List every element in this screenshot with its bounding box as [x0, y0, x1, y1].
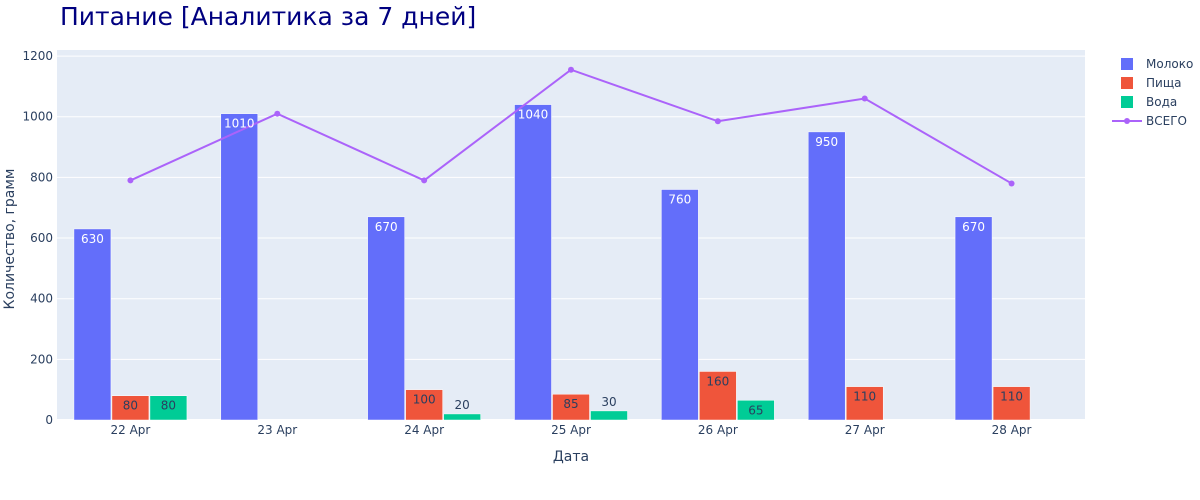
bar-label: 1040: [518, 108, 549, 122]
bar: [807, 131, 846, 421]
total-line-point: [568, 66, 574, 73]
legend-swatch: [1121, 96, 1133, 108]
bar-label: 110: [1000, 390, 1023, 404]
bar: [845, 386, 884, 421]
y-tick-label: 200: [30, 352, 53, 366]
x-tick-label: 22 Apr: [111, 423, 151, 437]
x-tick-label: 28 Apr: [992, 423, 1032, 437]
bar-label: 670: [962, 220, 985, 234]
x-tick-label: 27 Apr: [845, 423, 885, 437]
x-tick-label: 23 Apr: [257, 423, 297, 437]
chart-title: Питание [Аналитика за 7 дней]: [60, 2, 476, 31]
y-tick-label: 1200: [22, 49, 53, 63]
x-axis-title: Дата: [553, 449, 589, 465]
bar: [220, 113, 259, 421]
total-line: [127, 66, 1015, 187]
bar: [590, 410, 628, 421]
bar-label: 670: [375, 220, 398, 234]
y-axis-title: Количество, грамм: [2, 169, 18, 310]
bar-label: 950: [815, 135, 838, 149]
bars: [73, 104, 1031, 421]
bar-label: 100: [413, 393, 436, 407]
plot-area: [57, 50, 1085, 420]
legend: Молоко Пища Вода ВСЕГО: [1112, 57, 1193, 128]
total-line-point: [421, 177, 428, 184]
bar: [111, 395, 150, 421]
legend-label: Вода: [1146, 95, 1177, 109]
bar: [699, 371, 737, 421]
y-tick-label: 400: [30, 292, 53, 306]
bar: [992, 386, 1031, 421]
legend-swatch: [1121, 77, 1133, 89]
y-tick-label: 1000: [22, 110, 53, 124]
bar-label: 760: [668, 193, 691, 207]
bar-label: 1010: [224, 117, 255, 131]
bar: [954, 216, 993, 421]
bar: [737, 400, 775, 421]
x-tick-label: 24 Apr: [404, 423, 444, 437]
bar-label: 110: [853, 390, 876, 404]
y-tick-label: 0: [45, 413, 53, 427]
bar-label: 85: [563, 397, 578, 411]
y-axis-ticks: 0 200 400 600 800 1000 1200: [22, 49, 53, 427]
bar-label: 80: [123, 399, 138, 413]
bar: [514, 104, 552, 421]
bar-label: 65: [748, 403, 763, 417]
bar: [661, 189, 699, 421]
x-tick-label: 26 Apr: [698, 423, 738, 437]
x-axis-ticks: 22 Apr 23 Apr 24 Apr 25 Apr 26 Apr 27 Apr 28 A…: [111, 423, 1032, 437]
bar: [149, 395, 188, 421]
y-tick-label: 600: [30, 231, 53, 245]
bar-label: 630: [81, 232, 104, 246]
bar-label: 160: [706, 374, 729, 388]
x-tick-label: 25 Apr: [551, 423, 591, 437]
total-line-point: [714, 118, 721, 125]
bar-label: 80: [161, 399, 176, 413]
total-line-point: [274, 110, 281, 117]
legend-marker: [1124, 118, 1130, 124]
total-line-point: [127, 177, 134, 184]
legend-label: ВСЕГО: [1146, 114, 1187, 128]
bar-label: 20: [455, 398, 470, 412]
bar: [443, 413, 481, 421]
legend-label: Пища: [1146, 76, 1181, 90]
legend-swatch: [1121, 58, 1133, 70]
y-tick-label: 800: [30, 170, 53, 184]
legend-label: Молоко: [1146, 57, 1193, 71]
bar: [73, 228, 112, 421]
bar: [405, 389, 443, 421]
bar: [367, 216, 405, 421]
bar-labels: 630 1010 670 1040 760 950 670 80 100 85 160 110 110 8…: [81, 108, 1023, 418]
bar: [552, 393, 590, 421]
total-line-point: [1008, 180, 1015, 187]
total-line-point: [861, 95, 868, 102]
bar-label: 30: [601, 395, 616, 409]
